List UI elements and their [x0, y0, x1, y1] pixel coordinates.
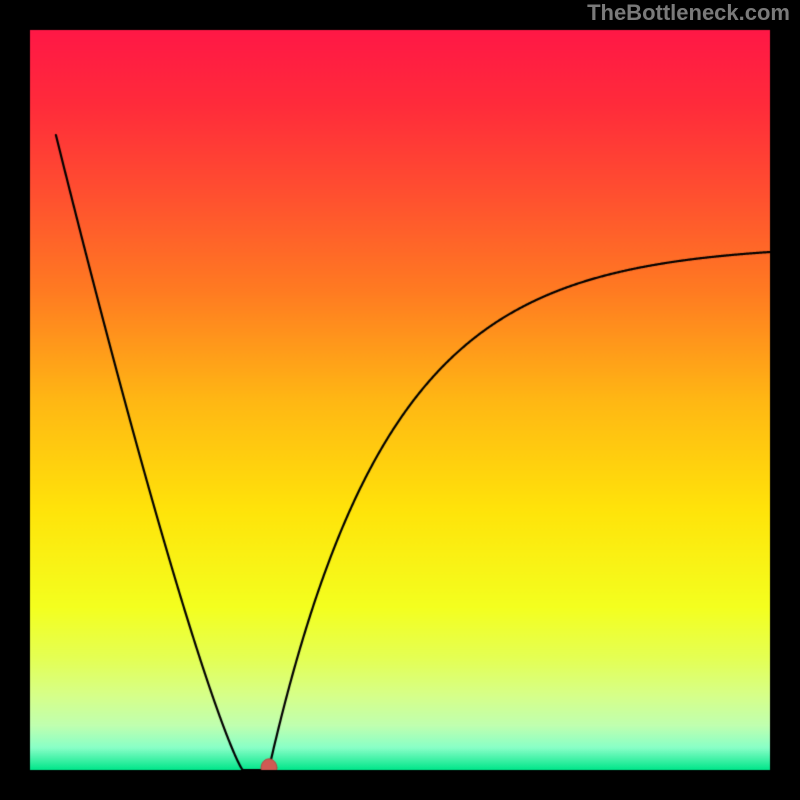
- watermark-text: TheBottleneck.com: [587, 0, 790, 26]
- bottleneck-chart-canvas: [0, 0, 800, 800]
- chart-container: TheBottleneck.com: [0, 0, 800, 800]
